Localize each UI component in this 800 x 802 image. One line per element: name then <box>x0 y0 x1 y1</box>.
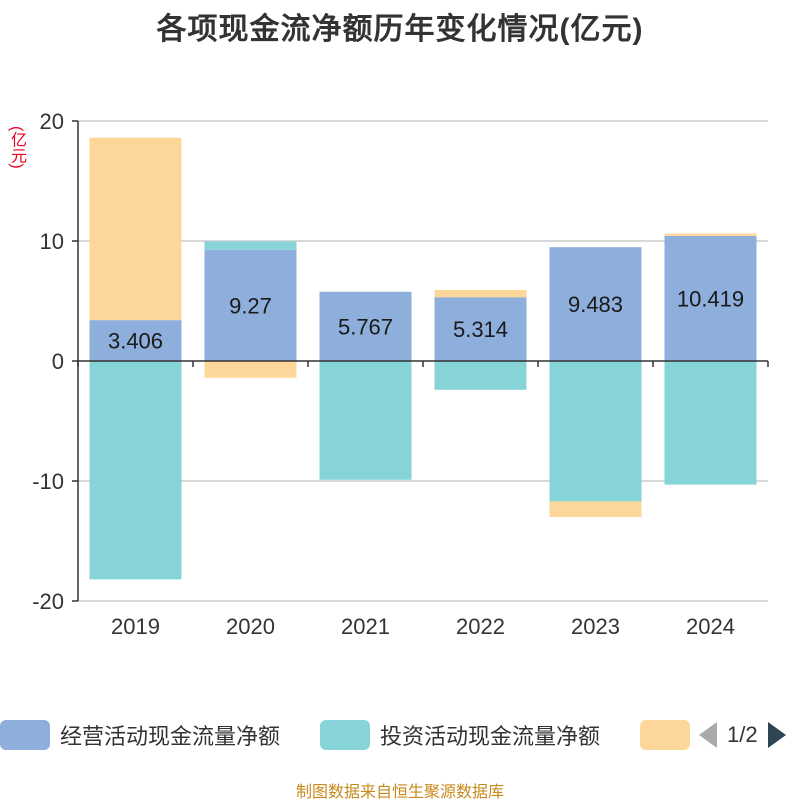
bar-financing-2022[interactable] <box>434 290 527 298</box>
x-tick-label: 2023 <box>571 614 620 639</box>
y-tick-label: 10 <box>40 229 64 254</box>
legend-prev-page-icon[interactable] <box>697 720 719 750</box>
bar-financing-2024[interactable] <box>664 233 757 236</box>
legend-label-investing: 投资活动现金流量净额 <box>380 724 601 749</box>
chart-title: 各项现金流净额历年变化情况(亿元) <box>156 13 644 46</box>
bar-operating-2024[interactable] <box>664 235 757 361</box>
x-tick-label: 2021 <box>341 614 390 639</box>
x-tick-label: 2024 <box>686 614 735 639</box>
data-label: 10.419 <box>677 286 744 311</box>
y-axis-unit-label: (亿元) <box>8 125 25 169</box>
legend-page-indicator: 1/2 <box>727 722 758 747</box>
y-tick-label: 20 <box>40 109 64 134</box>
data-label: 5.314 <box>453 317 508 342</box>
x-tick-label: 2019 <box>111 614 160 639</box>
x-tick-label: 2020 <box>226 614 275 639</box>
data-label: 5.767 <box>338 314 393 339</box>
x-tick-label: 2022 <box>456 614 505 639</box>
bar-operating-2023[interactable] <box>549 247 642 361</box>
data-label: 3.406 <box>108 329 163 354</box>
bar-investing-2020[interactable] <box>204 241 297 250</box>
chart-plot-area: 20 10 0 -10 -20 2019 2020 2021 2022 2023 2024 3.406… <box>32 109 769 639</box>
y-tick-label: 0 <box>52 349 64 374</box>
bar-investing-2022[interactable] <box>434 361 527 390</box>
y-tick-label: -20 <box>32 589 64 614</box>
bar-financing-2020[interactable] <box>204 361 297 378</box>
legend-pager: 1/2 <box>697 713 788 757</box>
legend-item-investing[interactable]: 投资活动现金流量净额 <box>320 713 600 757</box>
legend-item-operating[interactable]: 经营活动现金流量净额 <box>0 713 280 757</box>
legend: 经营活动现金流量净额 投资活动现金流量净额 1/2 <box>0 713 800 757</box>
bar-investing-2019[interactable] <box>89 361 182 580</box>
data-label: 9.27 <box>229 293 272 318</box>
bar-operating-2021[interactable] <box>319 291 412 361</box>
legend-swatch-investing <box>320 720 370 750</box>
bar-operating-2019[interactable] <box>89 320 182 361</box>
legend-next-page-icon[interactable] <box>766 720 788 750</box>
data-source-note: 制图数据来自恒生聚源数据库 <box>295 784 504 801</box>
bar-operating-2022[interactable] <box>434 297 527 361</box>
bar-operating-2020[interactable] <box>204 249 297 361</box>
bar-investing-2021[interactable] <box>319 361 412 480</box>
y-tick-label: -10 <box>32 469 64 494</box>
legend-item-financing[interactable] <box>640 713 700 757</box>
bar-financing-2023[interactable] <box>549 501 642 517</box>
bar-investing-2023[interactable] <box>549 361 642 502</box>
legend-swatch-operating <box>0 720 50 750</box>
legend-label-operating: 经营活动现金流量净额 <box>60 724 281 749</box>
bar-investing-2024[interactable] <box>664 361 757 485</box>
legend-swatch-financing <box>640 720 690 750</box>
data-label: 9.483 <box>568 292 623 317</box>
bar-financing-2019[interactable] <box>89 137 182 321</box>
